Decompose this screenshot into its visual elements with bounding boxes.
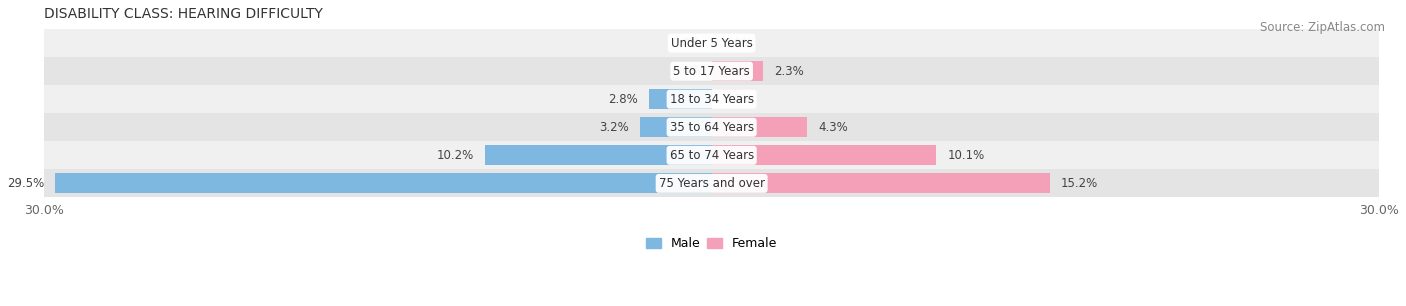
Text: 18 to 34 Years: 18 to 34 Years <box>669 93 754 106</box>
Text: Source: ZipAtlas.com: Source: ZipAtlas.com <box>1260 21 1385 34</box>
Bar <box>44 113 1379 141</box>
Bar <box>44 57 1379 85</box>
Text: 15.2%: 15.2% <box>1062 177 1098 190</box>
Text: 10.1%: 10.1% <box>948 149 984 162</box>
Text: 4.3%: 4.3% <box>818 121 848 134</box>
Bar <box>55 173 711 193</box>
Bar <box>711 61 763 81</box>
Text: 3.2%: 3.2% <box>599 121 630 134</box>
Text: 65 to 74 Years: 65 to 74 Years <box>669 149 754 162</box>
Text: Under 5 Years: Under 5 Years <box>671 37 752 50</box>
Bar <box>711 145 936 166</box>
Text: 35 to 64 Years: 35 to 64 Years <box>669 121 754 134</box>
Text: 2.8%: 2.8% <box>609 93 638 106</box>
Text: 0.0%: 0.0% <box>723 93 752 106</box>
Text: 10.2%: 10.2% <box>436 149 474 162</box>
Text: 75 Years and over: 75 Years and over <box>658 177 765 190</box>
Text: 5 to 17 Years: 5 to 17 Years <box>673 65 749 78</box>
Text: 0.0%: 0.0% <box>723 37 752 50</box>
Bar <box>711 173 1050 193</box>
Legend: Male, Female: Male, Female <box>641 232 782 255</box>
Bar <box>44 85 1379 113</box>
Bar <box>485 145 711 166</box>
Bar <box>44 169 1379 197</box>
Text: 0.0%: 0.0% <box>671 37 700 50</box>
Text: 29.5%: 29.5% <box>7 177 44 190</box>
Text: 0.0%: 0.0% <box>671 65 700 78</box>
Text: DISABILITY CLASS: HEARING DIFFICULTY: DISABILITY CLASS: HEARING DIFFICULTY <box>44 7 323 21</box>
Bar <box>641 117 711 137</box>
Bar <box>44 141 1379 169</box>
Bar <box>711 117 807 137</box>
Bar <box>650 89 711 109</box>
Bar <box>44 29 1379 57</box>
Text: 2.3%: 2.3% <box>773 65 804 78</box>
